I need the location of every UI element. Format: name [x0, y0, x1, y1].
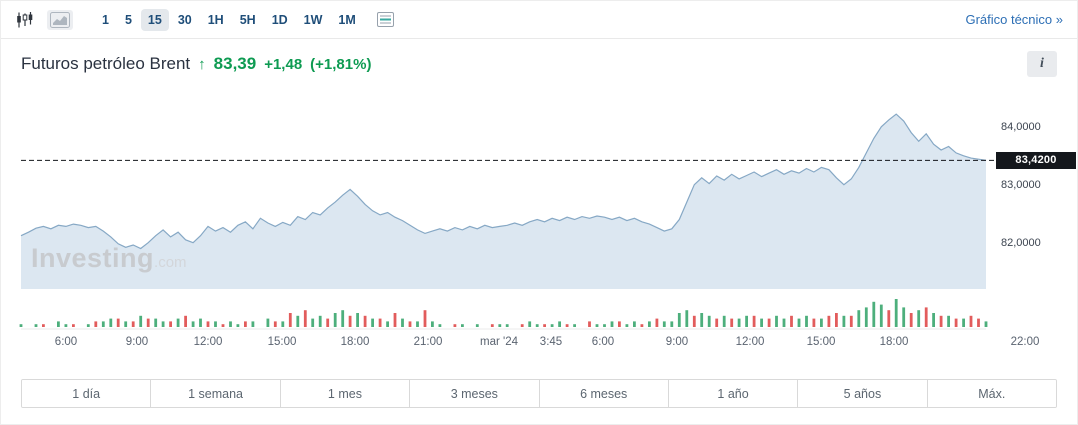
range-5-años-button[interactable]: 5 años — [798, 380, 928, 407]
x-axis-label: 12:00 — [735, 336, 765, 348]
range-1-día-button[interactable]: 1 día — [22, 380, 152, 407]
time-axis: 6:00 9:00 12:00 15:00 18:00 21:00 mar '24 3:45 6… — [1, 331, 1077, 353]
timeframe-5h-button[interactable]: 5H — [233, 9, 263, 31]
x-axis-label: 9:00 — [125, 336, 149, 348]
timeframe-1h-button[interactable]: 1H — [201, 9, 231, 31]
price-change: +1,48 — [264, 55, 303, 73]
x-axis-label: 12:00 — [193, 336, 223, 348]
up-arrow-icon: ↑ — [198, 55, 206, 73]
range-1-mes-button[interactable]: 1 mes — [280, 380, 411, 407]
timeframe-1d-button[interactable]: 1D — [265, 9, 295, 31]
range-6-meses-button[interactable]: 6 meses — [539, 380, 669, 407]
chart-canvas — [19, 113, 996, 330]
current-price-tag: 83,4200 — [996, 151, 1076, 169]
timeframe-group: 1 5 15 30 1H 5H 1D 1W 1M — [95, 8, 363, 31]
timeframe-5-button[interactable]: 5 — [118, 9, 139, 31]
info-button[interactable]: i — [1027, 51, 1057, 77]
x-axis-label: 21:00 — [413, 336, 443, 348]
timeframe-30-button[interactable]: 30 — [171, 9, 199, 31]
candlestick-icon[interactable] — [15, 11, 33, 29]
range-3-meses-button[interactable]: 3 meses — [410, 380, 540, 407]
x-axis-label: 6:00 — [591, 336, 615, 348]
timeframe-1w-button[interactable]: 1W — [297, 9, 330, 31]
technical-chart-link[interactable]: Gráfico técnico » — [965, 12, 1063, 27]
instrument-title: Futuros petróleo Brent — [21, 54, 191, 73]
chart-toolbar: 1 5 15 30 1H 5H 1D 1W 1M Gráfico técnico » — [1, 1, 1077, 39]
y-axis-label: 83,0000 — [1001, 178, 1041, 191]
x-axis-label: 18:00 — [879, 336, 909, 348]
y-axis-label: 84,0000 — [1001, 120, 1041, 133]
x-axis-label: 15:00 — [267, 336, 297, 348]
x-axis-label: 3:45 — [539, 336, 563, 348]
x-axis-label: 15:00 — [806, 336, 836, 348]
x-axis-label: mar '24 — [480, 336, 518, 348]
range-1-semana-button[interactable]: 1 semana — [151, 380, 281, 407]
timeframe-1m-button[interactable]: 1M — [331, 9, 362, 31]
timeframe-1-button[interactable]: 1 — [95, 9, 116, 31]
price-change-pct: (+1,81%) — [310, 55, 372, 73]
y-axis-label: 82,0000 — [1001, 236, 1041, 249]
indicators-icon[interactable] — [376, 12, 394, 27]
range-1-año-button[interactable]: 1 año — [668, 380, 799, 407]
instrument-header: Futuros petróleo Brent ↑ 83,39 +1,48 (+1… — [1, 39, 1077, 89]
range-buttons: 1 día 1 semana 1 mes 3 meses 6 meses 1 año 5 a… — [21, 379, 1057, 408]
timeframe-15-button[interactable]: 15 — [140, 8, 169, 31]
last-price: 83,39 — [213, 54, 257, 73]
price-chart[interactable]: Investing .com 83,4200 84,0000 83,0000 82,0… — [1, 89, 1077, 331]
area-chart-icon[interactable] — [47, 9, 73, 30]
range-máx--button[interactable]: Máx. — [927, 380, 1056, 407]
x-axis-label: 18:00 — [340, 336, 370, 348]
x-axis-label: 6:00 — [54, 336, 78, 348]
x-axis-label: 22:00 — [1010, 336, 1040, 348]
x-axis-label: 9:00 — [665, 336, 689, 348]
